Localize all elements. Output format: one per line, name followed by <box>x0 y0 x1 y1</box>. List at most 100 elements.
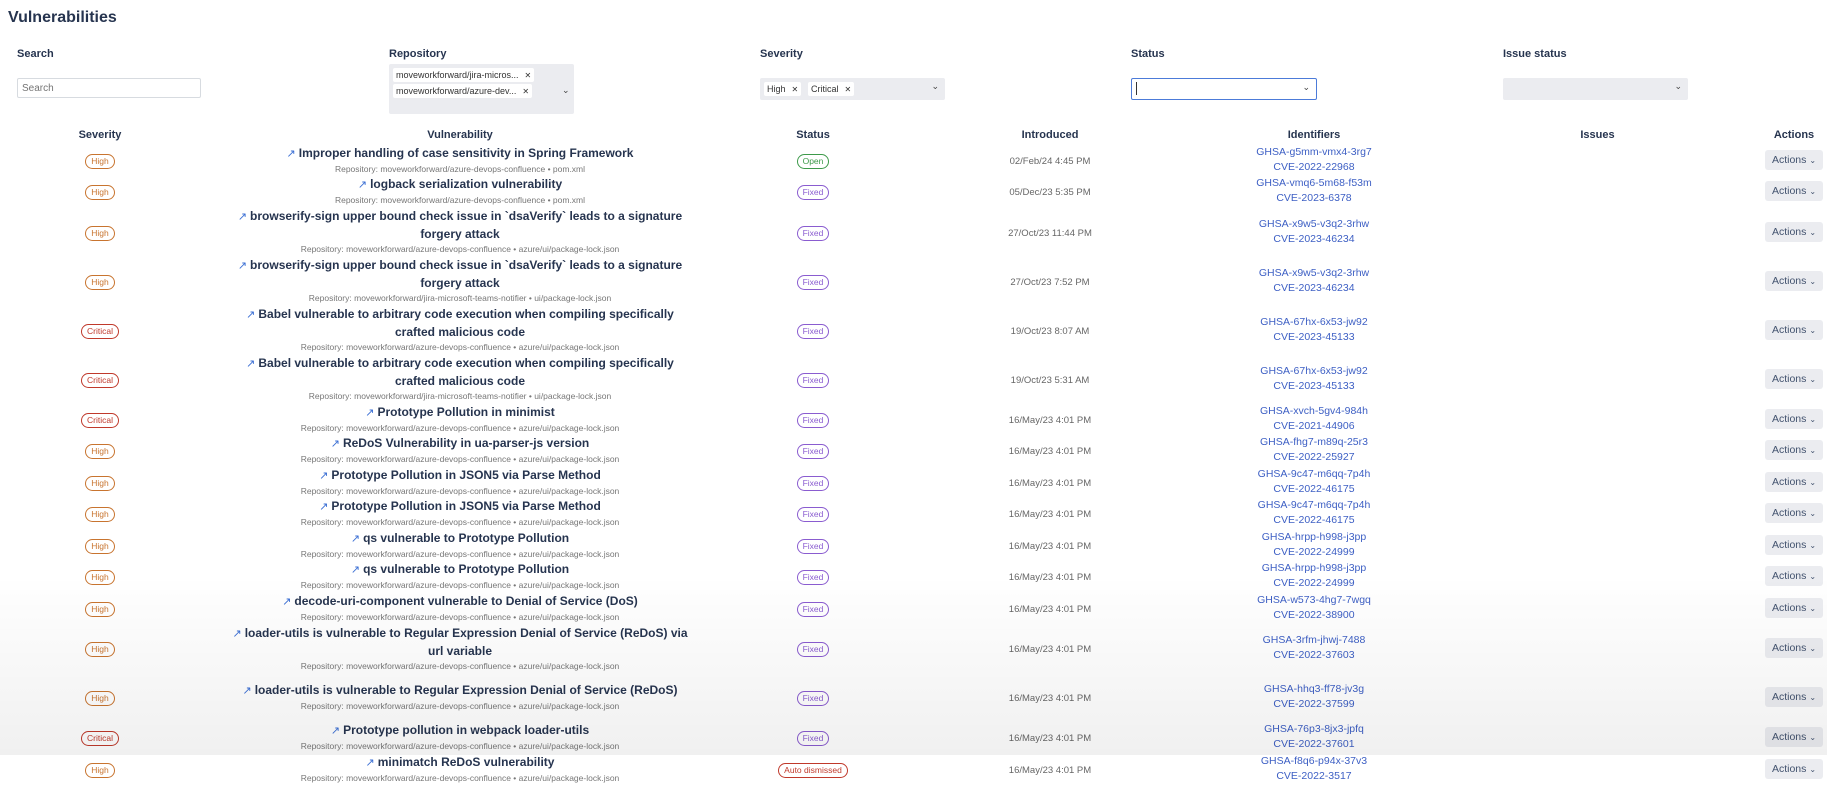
actions-button[interactable]: Actions ⌄ <box>1764 503 1824 524</box>
cve-link[interactable]: CVE-2022-25927 <box>1273 451 1355 464</box>
remove-chip-icon[interactable]: ✕ <box>524 71 532 80</box>
external-link-icon[interactable]: ↗ <box>246 309 256 321</box>
ghsa-link[interactable]: GHSA-hrpp-h998-j3pp <box>1261 530 1367 543</box>
cve-link[interactable]: CVE-2023-6378 <box>1276 192 1352 205</box>
ghsa-link[interactable]: GHSA-x9w5-v3q2-3rhw <box>1258 266 1370 279</box>
external-link-icon[interactable]: ↗ <box>232 627 242 640</box>
remove-chip-icon[interactable]: ✕ <box>522 87 530 96</box>
ghsa-link[interactable]: GHSA-9c47-m6qq-7p4h <box>1257 499 1371 512</box>
vulnerability-title[interactable]: Improper handling of case sensitivity in… <box>298 145 634 160</box>
external-link-icon[interactable]: ↗ <box>242 685 252 697</box>
ghsa-link[interactable]: GHSA-vmq6-5m68-f53m <box>1256 177 1372 190</box>
chevron-down-icon[interactable]: ⌄ <box>562 85 570 95</box>
ghsa-link[interactable]: GHSA-x9w5-v3q2-3rhw <box>1258 217 1370 230</box>
col-introduced[interactable]: Introduced <box>1021 129 1079 141</box>
search-input[interactable] <box>17 78 201 98</box>
vulnerability-title[interactable]: browserify-sign upper bound check issue … <box>250 209 683 241</box>
cve-link[interactable]: CVE-2022-37603 <box>1273 649 1355 661</box>
cve-link[interactable]: CVE-2023-46234 <box>1273 281 1355 294</box>
vulnerability-title[interactable]: loader-utils is vulnerable to Regular Ex… <box>244 625 688 658</box>
actions-button[interactable]: Actions ⌄ <box>1764 534 1824 555</box>
col-vulnerability[interactable]: Vulnerability <box>427 129 493 141</box>
cve-link[interactable]: CVE-2022-3517 <box>1276 769 1352 782</box>
vulnerability-title[interactable]: loader-utils is vulnerable to Regular Ex… <box>254 683 678 697</box>
actions-button[interactable]: Actions ⌄ <box>1764 221 1824 242</box>
vulnerability-title[interactable]: Prototype Pollution in JSON5 via Parse M… <box>331 499 601 514</box>
ghsa-link[interactable]: GHSA-3rfm-jhwj-7488 <box>1262 634 1366 646</box>
vulnerability-title[interactable]: Prototype Pollution in JSON5 via Parse M… <box>331 467 601 482</box>
external-link-icon[interactable]: ↗ <box>319 501 329 514</box>
external-link-icon[interactable]: ↗ <box>330 438 340 451</box>
actions-button[interactable]: Actions ⌄ <box>1764 727 1824 748</box>
vulnerability-title[interactable]: Babel vulnerable to arbitrary code execu… <box>258 307 674 339</box>
ghsa-link[interactable]: GHSA-hhq3-ff78-jv3g <box>1263 683 1365 695</box>
ghsa-link[interactable]: GHSA-76p3-8jx3-jpfq <box>1264 723 1364 736</box>
external-link-icon[interactable]: ↗ <box>365 406 375 419</box>
ghsa-link[interactable]: GHSA-hrpp-h998-j3pp <box>1261 562 1367 575</box>
col-severity[interactable]: Severity <box>78 129 122 141</box>
vulnerability-title[interactable]: decode-uri-component vulnerable to Denia… <box>294 593 638 608</box>
external-link-icon[interactable]: ↗ <box>357 179 368 192</box>
cve-link[interactable]: CVE-2022-24999 <box>1273 545 1355 558</box>
vulnerability-title[interactable]: Babel vulnerable to arbitrary code execu… <box>258 356 674 388</box>
actions-button[interactable]: Actions ⌄ <box>1764 566 1824 587</box>
actions-button[interactable]: Actions ⌄ <box>1764 758 1824 779</box>
ghsa-link[interactable]: GHSA-g5mm-vmx4-3rg7 <box>1256 145 1372 158</box>
vulnerability-title[interactable]: qs vulnerable to Prototype Pollution <box>363 562 570 577</box>
actions-button[interactable]: Actions ⌄ <box>1764 638 1824 658</box>
col-identifiers[interactable]: Identifiers <box>1287 129 1341 141</box>
external-link-icon[interactable]: ↗ <box>350 532 361 545</box>
cve-link[interactable]: CVE-2023-45133 <box>1273 330 1355 343</box>
issue-status-select[interactable]: ⌄ <box>1503 78 1688 100</box>
ghsa-link[interactable]: GHSA-f8q6-p94x-37v3 <box>1260 754 1368 767</box>
external-link-icon[interactable]: ↗ <box>282 595 292 608</box>
ghsa-link[interactable]: GHSA-67hx-6x53-jw92 <box>1260 364 1368 377</box>
cve-link[interactable]: CVE-2023-46234 <box>1273 232 1355 245</box>
ghsa-link[interactable]: GHSA-9c47-m6qq-7p4h <box>1257 467 1371 480</box>
actions-button[interactable]: Actions ⌄ <box>1764 368 1824 389</box>
actions-button[interactable]: Actions ⌄ <box>1764 181 1824 202</box>
ghsa-link[interactable]: GHSA-xvch-5gv4-984h <box>1260 404 1368 417</box>
external-link-icon[interactable]: ↗ <box>237 260 248 272</box>
chevron-down-icon[interactable]: ⌄ <box>931 81 939 91</box>
repository-multiselect[interactable]: moveworkforward/jira-micros... ✕ movework… <box>389 64 574 114</box>
ghsa-link[interactable]: GHSA-w573-4hg7-7wgq <box>1257 593 1371 606</box>
actions-button[interactable]: Actions ⌄ <box>1764 408 1824 429</box>
remove-chip-icon[interactable]: ✕ <box>791 85 799 94</box>
cve-link[interactable]: CVE-2021-44906 <box>1273 419 1355 432</box>
cve-link[interactable]: CVE-2023-45133 <box>1273 379 1355 392</box>
status-select[interactable]: ⌄ <box>1131 78 1317 100</box>
actions-button[interactable]: Actions ⌄ <box>1764 597 1824 618</box>
vulnerability-title[interactable]: Prototype pollution in webpack loader-ut… <box>343 723 590 738</box>
ghsa-link[interactable]: GHSA-67hx-6x53-jw92 <box>1260 315 1368 328</box>
external-link-icon[interactable]: ↗ <box>365 756 375 769</box>
cve-link[interactable]: CVE-2022-37601 <box>1273 738 1355 751</box>
actions-button[interactable]: Actions ⌄ <box>1764 440 1824 461</box>
external-link-icon[interactable]: ↗ <box>319 469 329 482</box>
cve-link[interactable]: CVE-2022-22968 <box>1273 160 1355 173</box>
vulnerability-title[interactable]: ReDoS Vulnerability in ua-parser-js vers… <box>342 436 590 451</box>
external-link-icon[interactable]: ↗ <box>330 725 341 738</box>
severity-multiselect[interactable]: High ✕ Critical ✕ ⌄ <box>760 78 945 100</box>
actions-button[interactable]: Actions ⌄ <box>1764 471 1824 492</box>
actions-button[interactable]: Actions ⌄ <box>1764 687 1824 707</box>
vulnerability-title[interactable]: logback serialization vulnerability <box>370 177 563 192</box>
actions-button[interactable]: Actions ⌄ <box>1764 149 1824 170</box>
vulnerability-title[interactable]: browserify-sign upper bound check issue … <box>250 258 683 290</box>
actions-button[interactable]: Actions ⌄ <box>1764 319 1824 340</box>
chevron-down-icon[interactable]: ⌄ <box>1674 81 1682 91</box>
external-link-icon[interactable]: ↗ <box>237 211 248 223</box>
vulnerability-title[interactable]: Prototype Pollution in minimist <box>377 404 555 419</box>
cve-link[interactable]: CVE-2022-38900 <box>1273 608 1355 621</box>
vulnerability-title[interactable]: minimatch ReDoS vulnerability <box>377 754 555 769</box>
cve-link[interactable]: CVE-2022-37599 <box>1273 698 1355 710</box>
external-link-icon[interactable]: ↗ <box>246 358 256 370</box>
cve-link[interactable]: CVE-2022-46175 <box>1273 482 1355 495</box>
external-link-icon[interactable]: ↗ <box>350 564 361 577</box>
external-link-icon[interactable]: ↗ <box>286 147 296 160</box>
col-status[interactable]: Status <box>796 129 830 141</box>
col-issues[interactable]: Issues <box>1580 129 1615 141</box>
cve-link[interactable]: CVE-2022-24999 <box>1273 577 1355 590</box>
ghsa-link[interactable]: GHSA-fhg7-m89q-25r3 <box>1260 436 1368 449</box>
actions-button[interactable]: Actions ⌄ <box>1764 270 1824 291</box>
